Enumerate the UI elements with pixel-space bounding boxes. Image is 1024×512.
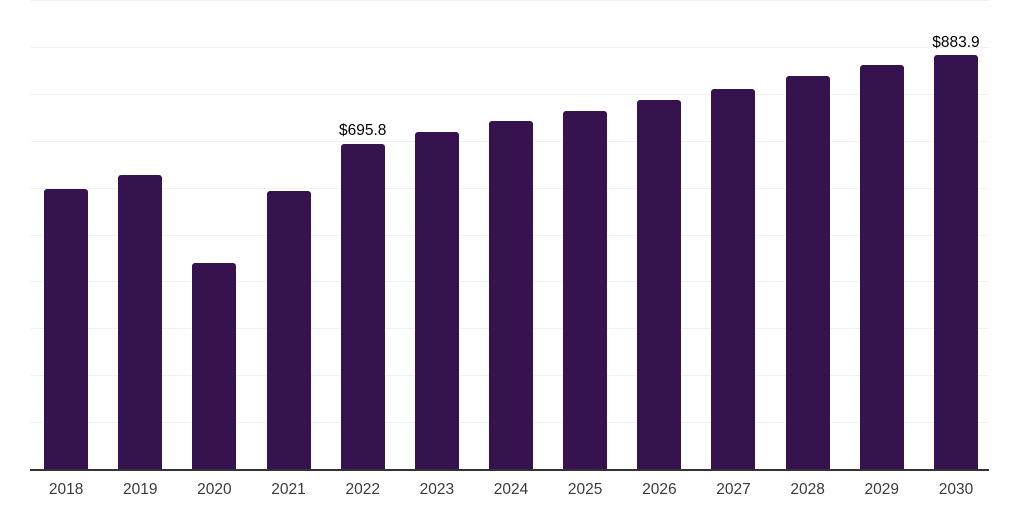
x-axis-label: 2020 [197,481,232,498]
bar-column [251,0,325,470]
gridline [30,93,989,95]
x-axis-label: 2021 [271,481,306,498]
bar-value-label: $695.8 [338,122,387,140]
bar-column [696,0,770,470]
x-axis-label: 2025 [567,481,603,498]
x-axis-label: 2028 [790,481,825,498]
x-axis-label: 2024 [493,481,529,498]
bar [340,143,385,470]
bar [859,65,904,470]
bar-column [29,0,103,470]
bar [192,262,237,470]
gridline [30,46,989,48]
x-axis-label: 2022 [345,481,380,498]
gridline [30,0,989,1]
x-axis-label: 2026 [642,481,677,498]
bar [785,75,830,470]
bar-value-label: $883.9 [932,33,980,51]
bar-column [474,0,548,470]
bar [933,55,978,470]
bar [266,191,311,470]
plot-area: $695.8 $883.9 [29,0,993,471]
bar-column [845,0,919,470]
x-axis-labels: 2018 2019 2020 2021 2022 2023 2024 2025 2026 2027… [29,481,993,500]
bar [44,189,89,470]
bar-column [103,0,177,470]
bar-column [771,0,845,470]
x-axis-line [30,469,989,471]
bar [414,132,459,470]
bar [711,88,756,470]
bar-column [177,0,251,470]
x-axis-label: 2023 [419,481,455,498]
bar [563,110,608,470]
bar [118,175,163,470]
bar-column [400,0,474,470]
x-axis-label: 2018 [48,481,84,498]
bar-column [622,0,696,470]
x-axis-label: 2029 [864,481,900,498]
bar [489,121,534,470]
x-axis-label: 2027 [716,481,751,498]
bar-column: $695.8 [326,0,400,470]
bar-column [548,0,622,470]
bars: $695.8 $883.9 [29,0,993,470]
x-axis-label: 2019 [122,481,158,498]
x-axis-label: 2030 [938,481,974,498]
bar [637,99,682,470]
bar-column: $883.9 [919,0,993,470]
